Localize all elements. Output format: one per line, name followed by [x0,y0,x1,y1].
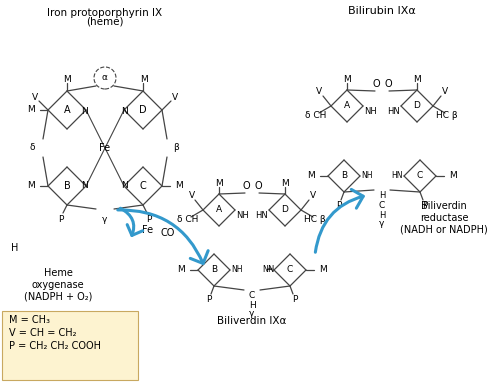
Text: V: V [316,88,322,96]
FancyArrowPatch shape [118,210,208,263]
Text: N: N [82,180,89,189]
Text: HC β: HC β [436,111,458,119]
Text: A: A [63,105,70,115]
Text: M: M [27,182,35,190]
Text: N═: N═ [263,265,273,275]
Text: δ CH: δ CH [177,215,198,223]
Text: C: C [140,181,147,191]
Text: N: N [82,106,89,116]
Text: V: V [189,192,195,200]
Text: N: N [122,106,128,116]
Text: HN: HN [392,172,403,180]
Text: M: M [215,179,223,187]
Text: M: M [449,172,457,180]
Text: B: B [341,172,347,180]
Text: O: O [372,79,380,89]
Text: V: V [172,93,178,101]
Text: C: C [379,200,385,210]
Text: M: M [281,179,289,187]
Text: γ: γ [249,310,255,318]
Text: M: M [63,74,71,83]
Text: NH: NH [361,172,372,180]
Text: NH: NH [231,265,243,275]
Text: M = CH₃: M = CH₃ [9,315,50,325]
Text: C: C [249,291,255,300]
Text: Biliverdin
reductase
(NADH or NADPH): Biliverdin reductase (NADH or NADPH) [400,201,488,235]
Text: δ CH: δ CH [305,111,326,119]
Text: NH: NH [364,106,377,116]
FancyArrowPatch shape [121,208,143,235]
Text: γ: γ [379,220,385,228]
Text: P: P [206,296,212,305]
Text: V: V [442,88,448,96]
Text: O: O [254,181,262,191]
Text: H: H [379,192,385,200]
Text: M: M [319,265,327,275]
Text: P: P [337,202,341,210]
Text: HC β: HC β [305,215,326,223]
Text: P: P [292,296,298,305]
Text: H: H [379,210,385,220]
Text: β: β [173,144,179,152]
Text: Bilirubin IXα: Bilirubin IXα [348,6,416,16]
Text: D: D [139,105,147,115]
Text: HN: HN [387,106,400,116]
Text: γ: γ [102,215,108,223]
Text: V: V [32,93,38,101]
FancyArrowPatch shape [315,189,363,252]
Text: Fe: Fe [143,225,154,235]
Text: D: D [281,205,288,215]
Text: M: M [27,106,35,114]
Text: M: M [175,182,183,190]
Text: M: M [343,74,351,83]
Text: P: P [59,215,63,223]
Text: CO: CO [161,228,175,238]
Text: M: M [177,265,185,275]
Text: δ: δ [29,144,35,152]
Text: P: P [146,215,152,223]
Text: Iron protoporphyrin IX: Iron protoporphyrin IX [47,8,162,18]
Text: O: O [242,181,250,191]
Text: D: D [414,101,421,111]
Text: M: M [413,74,421,83]
Text: V: V [310,192,316,200]
Text: M: M [140,74,148,83]
Text: P = CH₂ CH₂ COOH: P = CH₂ CH₂ COOH [9,341,101,351]
Text: NH: NH [236,210,249,220]
Text: C: C [287,265,293,275]
Text: HN: HN [255,210,268,220]
Text: N: N [122,180,128,189]
Text: (heme): (heme) [86,17,124,27]
Text: Biliverdin IXα: Biliverdin IXα [217,316,287,326]
Text: H: H [248,301,255,310]
Text: H: H [11,243,19,253]
Text: P: P [422,202,428,210]
Text: Fe: Fe [99,143,111,153]
FancyBboxPatch shape [2,311,138,380]
Text: O: O [384,79,392,89]
Text: N: N [267,265,273,275]
Text: V = CH = CH₂: V = CH = CH₂ [9,328,76,338]
Text: B: B [211,265,217,275]
Text: α: α [102,73,108,83]
Text: B: B [63,181,70,191]
Text: A: A [216,205,222,215]
Text: A: A [344,101,350,111]
Text: C: C [417,172,423,180]
Text: M: M [307,172,315,180]
Text: Heme
oxygenase
(NADPH + O₂): Heme oxygenase (NADPH + O₂) [24,268,92,301]
